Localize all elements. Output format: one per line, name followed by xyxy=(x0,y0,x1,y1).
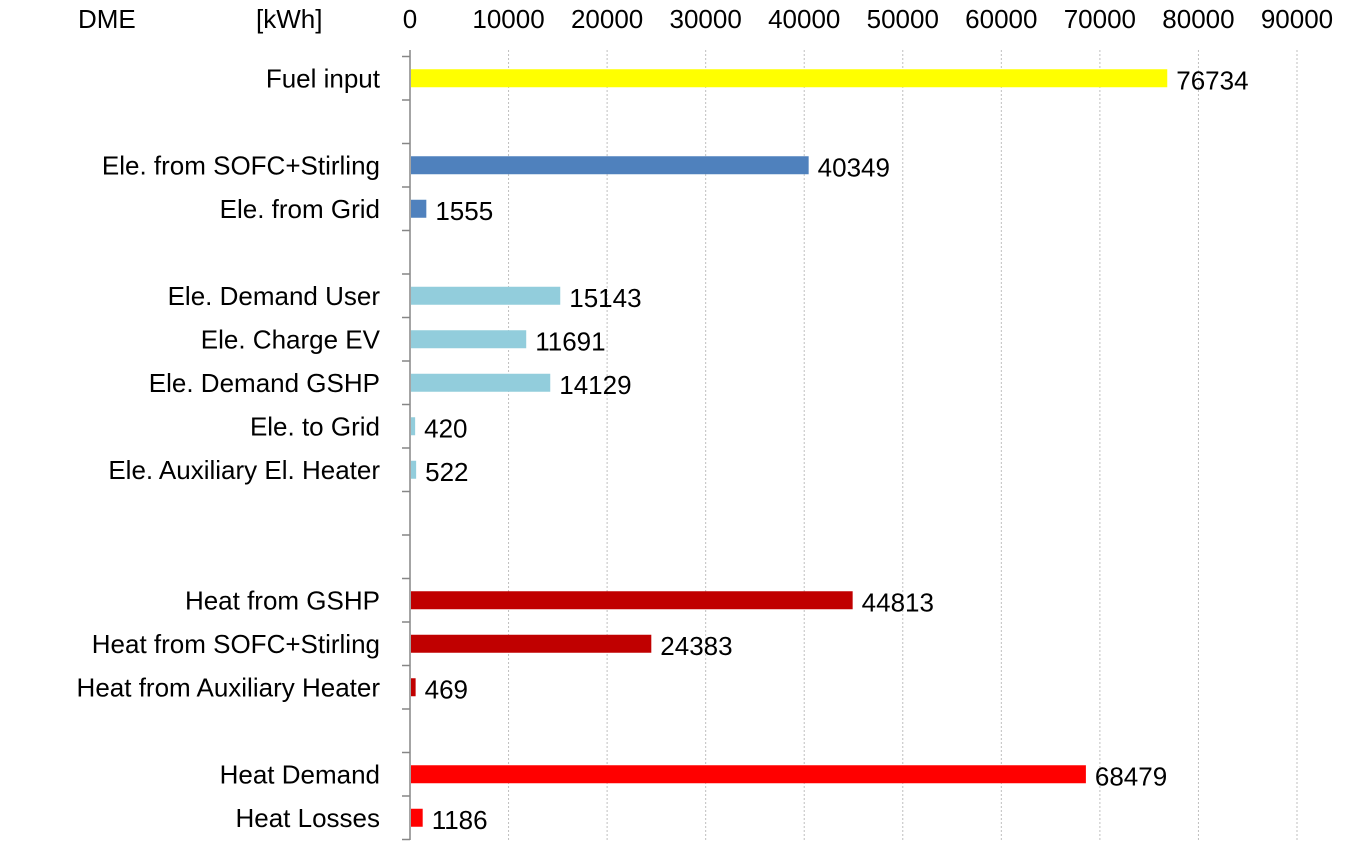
category-label: Heat Losses xyxy=(235,803,380,833)
data-label: 469 xyxy=(425,674,468,704)
x-axis-ticks: 0 10000 20000 30000 40000 50000 60000 70000 8000… xyxy=(403,4,1333,34)
bar xyxy=(411,417,416,436)
data-label: 420 xyxy=(424,413,467,443)
x-tick-label: 80000 xyxy=(1162,4,1234,34)
category-label: Ele. to Grid xyxy=(250,411,380,441)
x-tick-label: 30000 xyxy=(670,4,742,34)
x-tick-label: 50000 xyxy=(867,4,939,34)
x-tick-label: 0 xyxy=(403,4,417,34)
category-labels: Fuel input Ele. from SOFC+Stirling Ele. fr… xyxy=(77,63,381,833)
data-label: 40349 xyxy=(818,152,890,182)
bar xyxy=(411,634,652,653)
category-label: Heat Demand xyxy=(220,759,380,789)
category-label: Heat from SOFC+Stirling xyxy=(92,629,380,659)
bar xyxy=(411,591,853,610)
x-tick-label: 70000 xyxy=(1064,4,1136,34)
bar xyxy=(411,373,551,392)
x-tick-label: 20000 xyxy=(571,4,643,34)
category-label: Ele. from Grid xyxy=(220,194,380,224)
category-label: Ele. Demand User xyxy=(168,281,381,311)
category-label: Ele. from SOFC+Stirling xyxy=(102,150,380,180)
data-label: 44813 xyxy=(862,587,934,617)
bar xyxy=(411,678,416,697)
category-label: Fuel input xyxy=(266,63,381,93)
data-label: 76734 xyxy=(1176,65,1248,95)
data-labels: 76734 40349 1555 15143 11691 14129 420 522 44813… xyxy=(424,65,1248,835)
category-label: Ele. Demand GSHP xyxy=(149,368,380,398)
bars xyxy=(411,69,1168,827)
data-label: 24383 xyxy=(660,631,732,661)
y-axis-ticks xyxy=(402,55,410,841)
category-label: Heat from Auxiliary Heater xyxy=(77,672,381,702)
x-tick-label: 90000 xyxy=(1261,4,1333,34)
category-label: Ele. Auxiliary El. Heater xyxy=(108,455,380,485)
x-tick-label: 40000 xyxy=(768,4,840,34)
bar xyxy=(411,808,423,827)
x-tick-label: 60000 xyxy=(965,4,1037,34)
data-label: 11691 xyxy=(535,326,605,356)
data-label: 1186 xyxy=(432,805,488,835)
x-tick-label: 10000 xyxy=(472,4,544,34)
data-label: 15143 xyxy=(569,283,641,313)
bar xyxy=(411,286,561,305)
category-label: Ele. Charge EV xyxy=(201,324,381,354)
bar xyxy=(411,69,1168,88)
chart-unit-label: [kWh] xyxy=(256,4,322,34)
data-label: 522 xyxy=(425,457,468,487)
bar xyxy=(411,460,417,479)
data-label: 1555 xyxy=(435,196,493,226)
chart-header-left: DME xyxy=(78,4,136,34)
bar xyxy=(411,156,809,175)
data-label: 14129 xyxy=(559,370,631,400)
data-label: 68479 xyxy=(1095,761,1167,791)
bar xyxy=(411,199,427,218)
bar xyxy=(411,765,1086,784)
category-label: Heat from GSHP xyxy=(185,585,380,615)
bar xyxy=(411,330,527,349)
